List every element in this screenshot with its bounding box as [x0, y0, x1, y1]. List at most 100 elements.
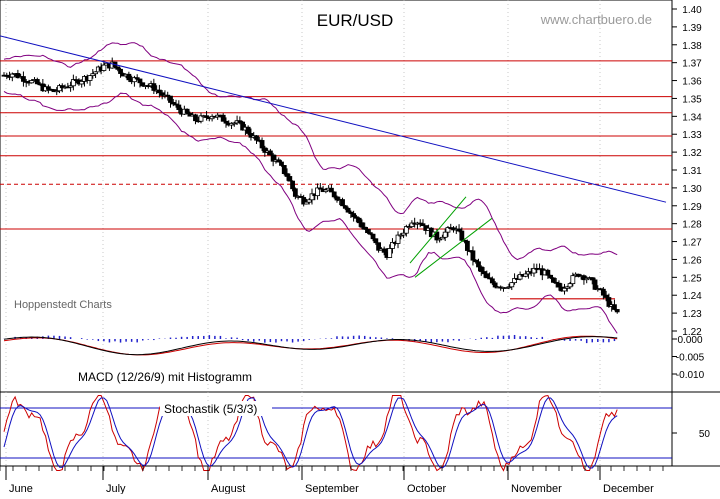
candle-body — [370, 233, 376, 240]
price-tick-label: 1.31 — [682, 166, 702, 177]
candle-body — [115, 66, 121, 70]
candle-body — [614, 309, 620, 313]
candle-body — [267, 150, 273, 156]
candle-body — [551, 277, 556, 283]
candle-body — [79, 81, 85, 85]
candle-body — [287, 176, 293, 182]
watermark: www.chartbuero.de — [540, 12, 652, 27]
price-tick-label: 1.30 — [682, 184, 702, 195]
candle-body — [512, 278, 517, 284]
candle-body — [184, 108, 190, 114]
candle-body — [223, 120, 229, 124]
candle-body — [589, 277, 595, 281]
candle-body — [367, 232, 373, 235]
month-label: November — [511, 483, 562, 494]
price-tick-label: 1.36 — [682, 77, 702, 88]
macd-tick-label: -0.010 — [676, 370, 705, 381]
candle-body — [290, 180, 295, 190]
price-tick-label: 1.35 — [682, 94, 702, 105]
candle-body — [437, 238, 443, 241]
macd-line — [3, 335, 618, 356]
candle-body — [548, 274, 554, 279]
candle-body — [459, 230, 465, 241]
candle-body — [570, 275, 576, 285]
candle-body — [487, 277, 492, 280]
candle-body — [281, 165, 287, 175]
bollinger-upper — [3, 42, 618, 261]
candle-body — [340, 199, 345, 207]
candle-body — [70, 79, 76, 87]
candle-body — [156, 89, 162, 94]
candle-body — [279, 161, 284, 166]
candle-body — [284, 173, 290, 177]
candle-body — [9, 73, 15, 78]
candle-body — [134, 77, 140, 80]
stoch-k-line — [3, 394, 618, 472]
month-label: August — [211, 483, 245, 494]
candle-body — [304, 201, 309, 205]
month-label: December — [603, 483, 654, 494]
candle-body — [151, 83, 157, 91]
candle-body — [168, 95, 173, 103]
candle-body — [165, 94, 171, 97]
candle-body — [603, 294, 609, 298]
bollinger-lower — [3, 90, 618, 334]
candle-body — [348, 211, 354, 214]
stoch-d-line — [3, 397, 618, 469]
candle-body — [409, 222, 415, 227]
candle-body — [329, 187, 334, 193]
candle-body — [492, 282, 498, 288]
month-label: October — [407, 483, 446, 494]
candle-body — [276, 159, 282, 163]
source-label: Hoppenstedt Charts — [14, 299, 112, 311]
price-tick-label: 1.28 — [682, 220, 702, 231]
candle-body — [531, 267, 537, 274]
candle-body — [317, 187, 323, 190]
candle-body — [567, 283, 573, 288]
candle-body — [220, 114, 226, 122]
candle-body — [581, 275, 587, 281]
candle-body — [476, 261, 481, 268]
macd-tick-label: 0.000 — [677, 335, 702, 346]
candle-body — [292, 188, 298, 197]
channel-upper — [409, 196, 467, 264]
candle-body — [373, 238, 379, 244]
candle-body — [254, 135, 259, 141]
candle-body — [606, 297, 612, 307]
candle-body — [420, 223, 426, 227]
price-tick-label: 1.27 — [682, 238, 702, 249]
channel-lower — [414, 217, 493, 278]
candle-body — [342, 205, 348, 209]
candle-body — [600, 288, 606, 296]
candle-body — [612, 304, 617, 310]
candle-body — [445, 227, 451, 233]
candle-body — [387, 248, 393, 258]
candle-body — [356, 217, 362, 224]
candle-body — [301, 197, 307, 205]
candle-body — [381, 248, 387, 253]
price-tick-label: 1.37 — [682, 59, 702, 70]
price-tick-label: 1.32 — [682, 148, 702, 159]
candle-body — [592, 279, 598, 290]
candle-body — [362, 226, 368, 230]
candle-body — [309, 193, 315, 201]
price-tick-label: 1.26 — [682, 255, 702, 266]
candle-body — [170, 102, 176, 105]
candle-body — [442, 231, 448, 238]
candle-body — [173, 103, 179, 106]
candle-body — [87, 75, 93, 81]
price-tick-label: 1.25 — [682, 273, 702, 284]
candle-body — [359, 222, 365, 228]
candle-body — [331, 191, 337, 198]
candle-body — [403, 226, 409, 234]
price-tick-label: 1.34 — [682, 112, 702, 123]
candle-body — [93, 71, 98, 75]
candle-body — [509, 282, 515, 288]
candle-body — [204, 115, 209, 118]
candle-body — [323, 189, 329, 193]
candle-body — [118, 68, 123, 74]
candle-body — [556, 282, 562, 288]
price-tick-label: 1.22 — [682, 327, 702, 338]
candle-body — [523, 273, 529, 277]
